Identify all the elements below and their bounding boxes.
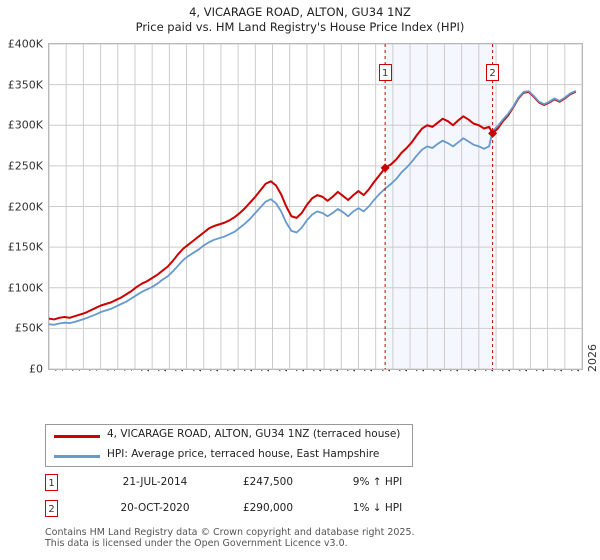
legend-label-price-paid: 4, VICARAGE ROAD, ALTON, GU34 1NZ (terra… (107, 428, 401, 440)
footer-attribution: Contains HM Land Registry data © Crown c… (45, 527, 565, 549)
y-axis-labels: £0 £50K £100K £150K £200K £250K £300K £350K £400… (0, 0, 48, 560)
chart-subtitle: Price paid vs. HM Land Registry's House … (135, 20, 465, 34)
transaction-price-1: £247,500 (242, 476, 294, 488)
table-row[interactable]: 1 21-JUL-2014 £247,500 9% ↑ HPI (45, 474, 445, 500)
chart-svg (49, 44, 582, 369)
transaction-date-2: 20-OCT-2020 (120, 502, 190, 514)
y-tick-label: £200K (7, 200, 43, 213)
transaction-marker-1: 1 (45, 474, 58, 491)
annotation-marker-1 (380, 163, 390, 173)
transaction-price-2: £290,000 (242, 502, 294, 514)
legend-line-swatch-price-paid (54, 435, 100, 438)
transaction-hpi-delta-1: 9% ↑ HPI (352, 476, 403, 488)
y-tick-label: £100K (7, 281, 43, 295)
chart-marker-box-1[interactable]: 1 (378, 64, 392, 81)
legend-label-hpi: HPI: Average price, terraced house, East… (107, 448, 380, 460)
annotation-marker-2 (488, 128, 498, 138)
transactions-table: 1 21-JUL-2014 £247,500 9% ↑ HPI 2 20-OCT… (45, 474, 445, 526)
transaction-date-1: 21-JUL-2014 (122, 476, 188, 488)
chart-plot-area[interactable] (48, 43, 583, 370)
page-title: 4, VICARAGE ROAD, ALTON, GU34 1NZ Price … (0, 0, 600, 35)
footer-line-2: This data is licensed under the Open Gov… (45, 538, 348, 549)
legend-item-hpi: HPI: Average price, terraced house, East… (46, 447, 412, 465)
chart-title: 4, VICARAGE ROAD, ALTON, GU34 1NZ (189, 5, 411, 19)
y-tick-label: £50K (14, 321, 43, 335)
y-tick-label: £400K (7, 37, 43, 51)
chart-marker-box-2[interactable]: 2 (486, 64, 500, 81)
y-tick-label: £300K (7, 118, 43, 132)
table-row[interactable]: 2 20-OCT-2020 £290,000 1% ↓ HPI (45, 500, 445, 526)
x-tick-label: 2026 (586, 344, 599, 372)
legend-line-swatch-hpi (54, 455, 100, 458)
y-tick-label: £250K (7, 159, 43, 173)
y-tick-label: £0 (29, 362, 43, 376)
footer-line-1: Contains HM Land Registry data © Crown c… (45, 527, 415, 538)
series-line-hpi (49, 90, 577, 326)
legend-item-price-paid: 4, VICARAGE ROAD, ALTON, GU34 1NZ (terra… (46, 427, 412, 445)
transaction-marker-2: 2 (45, 500, 58, 517)
y-tick-label: £350K (7, 78, 43, 92)
chart-legend: 4, VICARAGE ROAD, ALTON, GU34 1NZ (terra… (45, 424, 413, 467)
transaction-hpi-delta-2: 1% ↓ HPI (352, 502, 403, 514)
y-tick-label: £150K (7, 240, 43, 254)
series-line-price-paid (49, 90, 577, 321)
